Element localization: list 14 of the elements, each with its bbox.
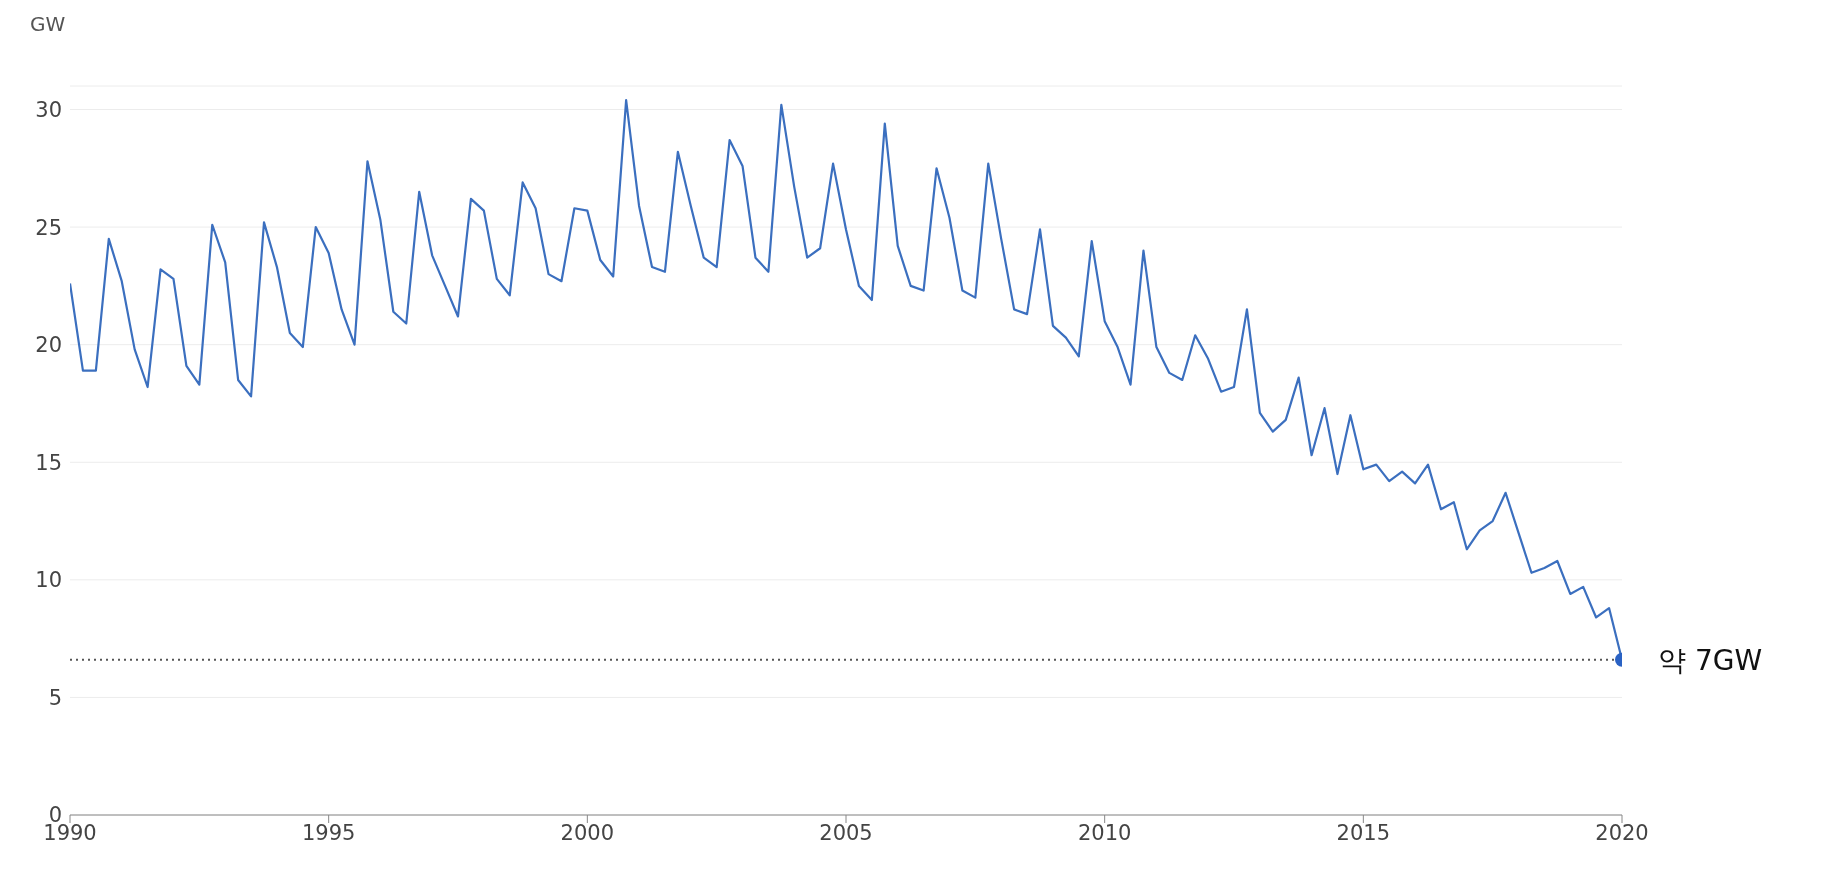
- y-axis-title: GW: [30, 12, 66, 36]
- y-tick-label: 15: [35, 450, 62, 475]
- annotation: 약 7GW: [1658, 643, 1763, 677]
- y-tick-label: 25: [35, 215, 62, 240]
- x-tick-label: 2005: [819, 820, 873, 845]
- y-tick-label: 5: [48, 685, 62, 710]
- y-tick-label: 30: [35, 97, 62, 122]
- y-tick-label: 10: [35, 568, 62, 593]
- y-tick-label: 20: [35, 333, 62, 358]
- x-tick-label: 2010: [1077, 820, 1132, 845]
- x-tick-label: 2015: [1336, 820, 1391, 845]
- x-tick-label: 2000: [560, 820, 615, 845]
- x-tick-label: 1995: [301, 820, 356, 845]
- x-tick-label: 2020: [1595, 820, 1649, 845]
